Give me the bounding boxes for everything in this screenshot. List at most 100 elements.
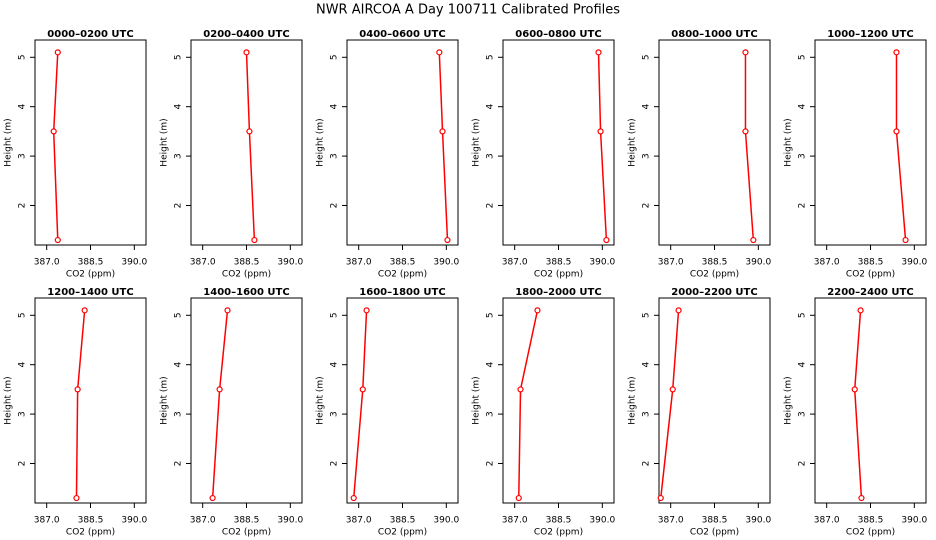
x-tick-label: 390.0 — [433, 258, 459, 268]
y-tick-label: 4 — [330, 104, 340, 110]
y-tick-label: 3 — [798, 411, 808, 417]
data-point — [750, 236, 757, 244]
y-tick-label: 4 — [798, 362, 808, 368]
data-point — [597, 128, 604, 135]
data-point — [444, 236, 451, 244]
x-tick-label: 388.5 — [702, 258, 728, 268]
x-axis-label: CO2 (ppm) — [846, 528, 895, 538]
data-point — [439, 128, 446, 135]
x-tick-label: 387.0 — [502, 516, 528, 526]
data-point — [515, 494, 522, 502]
y-tick-label: 4 — [174, 362, 184, 368]
x-axis-label: CO2 (ppm) — [378, 528, 427, 538]
y-tick-label: 4 — [18, 362, 28, 368]
y-tick-label: 5 — [174, 54, 184, 60]
x-tick-label: 387.0 — [34, 516, 60, 526]
y-tick-label: 4 — [486, 362, 496, 368]
x-tick-label: 387.0 — [346, 258, 372, 268]
panel-title: 0200–0400 UTC — [203, 29, 289, 40]
y-tick-label: 4 — [330, 362, 340, 368]
y-tick-label: 3 — [330, 153, 340, 159]
y-tick-label: 2 — [486, 461, 496, 467]
data-point — [251, 236, 258, 244]
y-tick-label: 3 — [330, 411, 340, 417]
data-point — [363, 307, 370, 314]
y-tick-label: 2 — [798, 461, 808, 467]
y-tick-label: 5 — [642, 54, 652, 60]
y-tick-label: 2 — [642, 461, 652, 467]
panel-title: 2000–2200 UTC — [671, 287, 757, 298]
data-point — [216, 386, 223, 393]
y-tick-label: 2 — [486, 203, 496, 209]
y-axis-label: Height (m) — [316, 118, 326, 166]
data-point — [81, 307, 88, 314]
x-tick-label: 387.0 — [658, 258, 684, 268]
y-tick-label: 5 — [486, 54, 496, 60]
y-tick-label: 3 — [174, 153, 184, 159]
y-tick-label: 2 — [798, 203, 808, 209]
x-tick-label: 388.5 — [702, 516, 728, 526]
y-tick-label: 4 — [486, 104, 496, 110]
panel-title: 0000–0200 UTC — [47, 29, 133, 40]
y-tick-label: 4 — [642, 104, 652, 110]
data-point — [742, 49, 749, 56]
x-tick-label: 388.5 — [546, 258, 572, 268]
x-tick-label: 390.0 — [277, 258, 303, 268]
y-tick-label: 4 — [18, 104, 28, 110]
y-tick-label: 5 — [798, 312, 808, 318]
x-axis-label: CO2 (ppm) — [534, 528, 583, 538]
x-tick-label: 387.0 — [346, 516, 372, 526]
x-tick-label: 390.0 — [901, 258, 927, 268]
data-point — [675, 307, 682, 314]
x-tick-label: 388.5 — [390, 258, 416, 268]
y-tick-label: 2 — [18, 461, 28, 467]
x-tick-label: 390.0 — [745, 258, 771, 268]
y-tick-label: 4 — [642, 362, 652, 368]
data-point — [657, 494, 664, 502]
y-tick-label: 3 — [18, 153, 28, 159]
data-point — [857, 307, 864, 314]
y-axis-label: Height (m) — [628, 376, 638, 424]
x-tick-label: 387.0 — [502, 258, 528, 268]
panel-title: 0800–1000 UTC — [671, 29, 757, 40]
y-tick-label: 3 — [642, 153, 652, 159]
x-tick-label: 388.5 — [546, 516, 572, 526]
panel-title: 1200–1400 UTC — [47, 287, 133, 298]
x-axis-label: CO2 (ppm) — [690, 270, 739, 280]
data-point — [50, 128, 57, 135]
x-axis-label: CO2 (ppm) — [222, 528, 271, 538]
y-tick-label: 2 — [330, 203, 340, 209]
data-point — [73, 494, 80, 502]
data-point — [350, 494, 357, 502]
y-axis-label: Height (m) — [784, 118, 794, 166]
data-point — [74, 386, 81, 393]
x-axis-label: CO2 (ppm) — [846, 270, 895, 280]
x-tick-label: 387.0 — [190, 516, 216, 526]
y-axis-label: Height (m) — [472, 376, 482, 424]
y-tick-label: 3 — [642, 411, 652, 417]
y-tick-label: 2 — [174, 461, 184, 467]
y-tick-label: 5 — [18, 312, 28, 318]
y-tick-label: 5 — [18, 54, 28, 60]
page-title: NWR AIRCOA A Day 100711 Calibrated Profi… — [316, 3, 620, 18]
data-point — [669, 386, 676, 393]
x-tick-label: 387.0 — [814, 516, 840, 526]
x-tick-label: 387.0 — [190, 258, 216, 268]
panel-title: 0600–0800 UTC — [515, 29, 601, 40]
y-axis-label: Height (m) — [784, 376, 794, 424]
y-tick-label: 3 — [486, 153, 496, 159]
panel-title: 1400–1600 UTC — [203, 287, 289, 298]
x-tick-label: 387.0 — [658, 516, 684, 526]
y-tick-label: 5 — [486, 312, 496, 318]
x-tick-label: 388.5 — [234, 516, 260, 526]
y-tick-label: 5 — [642, 312, 652, 318]
data-point — [436, 49, 443, 56]
y-axis-label: Height (m) — [160, 376, 170, 424]
x-tick-label: 388.5 — [858, 258, 884, 268]
panel-title: 0400–0600 UTC — [359, 29, 445, 40]
data-point — [534, 307, 541, 314]
data-point — [902, 236, 909, 244]
data-point — [595, 49, 602, 56]
y-axis-label: Height (m) — [160, 118, 170, 166]
